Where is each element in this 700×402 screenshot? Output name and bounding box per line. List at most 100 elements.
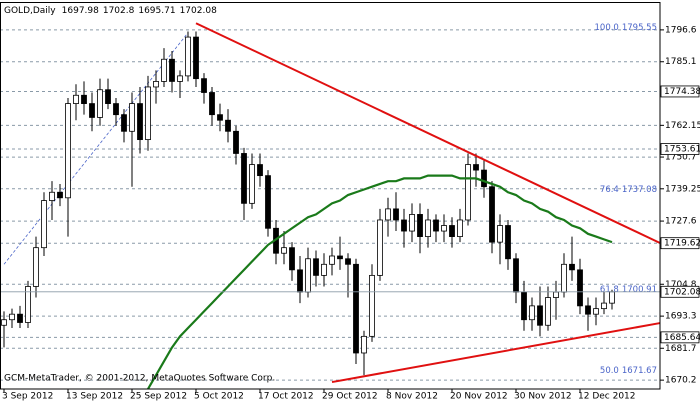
candle-body — [257, 164, 263, 177]
candle-body — [81, 94, 87, 104]
candle-body — [377, 219, 383, 276]
x-tick-label: 12 Dec 2012 — [578, 392, 636, 402]
candle-body — [385, 208, 391, 221]
candle-body — [369, 274, 375, 337]
candle-body — [321, 263, 327, 276]
candle-body — [329, 255, 335, 265]
y-tick-label: 1750.7 — [665, 153, 697, 163]
candle-body — [57, 191, 63, 199]
candle-body — [281, 247, 287, 254]
last-high: 1702.8 — [103, 6, 135, 16]
price-box — [660, 85, 700, 98]
y-tick-label: 1693.3 — [665, 312, 697, 322]
y-tick-label: 1704.8 — [665, 280, 697, 290]
candle-body — [65, 103, 71, 199]
last-low: 1695.71 — [138, 6, 175, 16]
fib-ratio: 61.8 — [600, 285, 619, 295]
moving-average — [147, 174, 613, 390]
x-tick-label: 20 Nov 2012 — [450, 392, 508, 402]
candle-body — [249, 164, 255, 204]
plot: 100.0 1795.55 76.4 1737.08 61.8 1700.91 50.0 16… — [0, 22, 661, 390]
price-box-label: 1719.62 — [664, 239, 700, 249]
candle-body — [121, 114, 127, 132]
price-box-label: 1702.08 — [664, 287, 700, 297]
candle-body — [89, 103, 95, 118]
candle-body — [361, 335, 367, 354]
candle-body — [241, 153, 247, 204]
candle-body — [505, 225, 511, 260]
candle-body — [449, 225, 455, 237]
y-tick-label: 1785.1 — [665, 57, 697, 67]
price-box — [660, 285, 700, 298]
candle-body — [569, 263, 575, 271]
candle-body — [529, 305, 535, 321]
candle-body — [17, 313, 23, 323]
candle-body — [105, 89, 111, 104]
candle-body — [313, 258, 319, 276]
candle-body — [201, 78, 207, 93]
fib-price: 1737.08 — [622, 184, 657, 194]
candle-body — [145, 86, 151, 141]
y-tick-label: 1796.6 — [665, 25, 697, 35]
candle-body — [49, 191, 55, 201]
candle-body — [345, 258, 351, 265]
y-tick-label: 1670.2 — [665, 376, 697, 386]
footer: GCM-MetaTrader, © 2001-2012, MetaQuotes … — [4, 374, 275, 384]
y-tick-label: 1681.7 — [665, 344, 697, 354]
candle-body — [97, 89, 103, 118]
candle-body — [169, 58, 175, 82]
candle-body — [265, 175, 271, 229]
candle-body — [393, 208, 399, 221]
x-tick-label: 3 Sep 2012 — [2, 392, 53, 402]
price-box — [660, 237, 700, 250]
candle-body — [537, 305, 543, 326]
candle-body — [601, 302, 607, 310]
y-tick-label: 1762.15 — [665, 121, 700, 131]
fib-price: 1700.91 — [622, 285, 657, 295]
candle-body — [513, 258, 519, 293]
candle-body — [185, 36, 191, 77]
candle-body — [289, 247, 295, 271]
candle-body — [337, 255, 343, 260]
x-tick-label: 8 Nov 2012 — [386, 392, 438, 402]
candle-body — [609, 291, 615, 304]
candle-body — [457, 219, 463, 237]
fib-price: 1795.55 — [622, 22, 657, 32]
candle-body — [521, 291, 527, 321]
candle-body — [433, 219, 439, 232]
candle-body — [113, 103, 119, 116]
trendline — [331, 322, 661, 384]
fib-label: 100.0 1795.55 — [595, 22, 658, 32]
fib-label: 61.8 1700.91 — [600, 285, 657, 295]
price-box-label: 1774.38 — [664, 87, 700, 97]
candle-body — [473, 164, 479, 171]
candle-body — [233, 130, 239, 154]
y-tick-label: 1727.6 — [665, 217, 697, 227]
x-tick-label: 25 Sep 2012 — [130, 392, 187, 402]
fib-label: 76.4 1737.08 — [600, 184, 657, 194]
candle-body — [353, 263, 359, 354]
price-box — [660, 143, 700, 155]
candle-body — [497, 225, 503, 243]
candle-body — [305, 258, 311, 293]
candle-body — [1, 319, 7, 326]
candle-body — [209, 92, 215, 116]
candle-body — [441, 225, 447, 232]
candle-body — [9, 313, 15, 321]
x-tick-label: 13 Sep 2012 — [66, 392, 123, 402]
candle-body — [553, 291, 559, 298]
y-tick-label: 1739.25 — [665, 184, 700, 194]
candle-body — [33, 247, 39, 287]
price-box — [660, 331, 700, 344]
last-open: 1697.98 — [62, 6, 99, 16]
last-close: 1702.08 — [180, 6, 217, 16]
candle-body — [73, 94, 79, 104]
candle-body — [545, 297, 551, 326]
trendline — [195, 22, 661, 244]
candle-body — [25, 286, 31, 323]
candle-body — [585, 305, 591, 315]
candle-body — [465, 164, 471, 221]
